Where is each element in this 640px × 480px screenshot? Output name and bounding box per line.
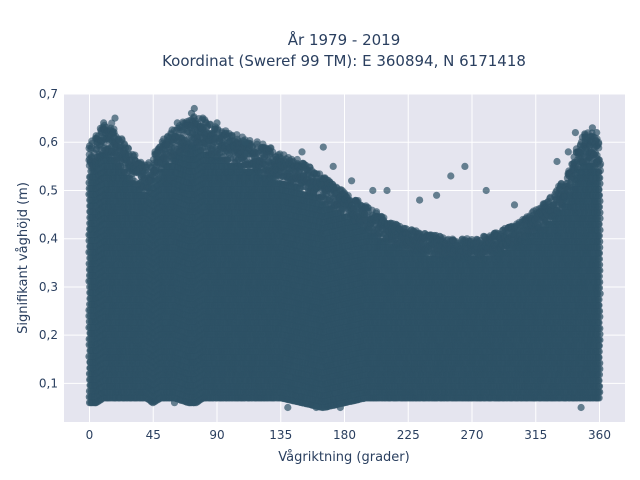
data-point	[124, 145, 132, 153]
chart-title-line-1: År 1979 - 2019	[288, 30, 401, 49]
data-point	[110, 125, 118, 133]
data-points	[85, 104, 605, 412]
chart-title-line-2: Koordinat (Sweref 99 TM): E 360894, N 61…	[162, 52, 526, 70]
